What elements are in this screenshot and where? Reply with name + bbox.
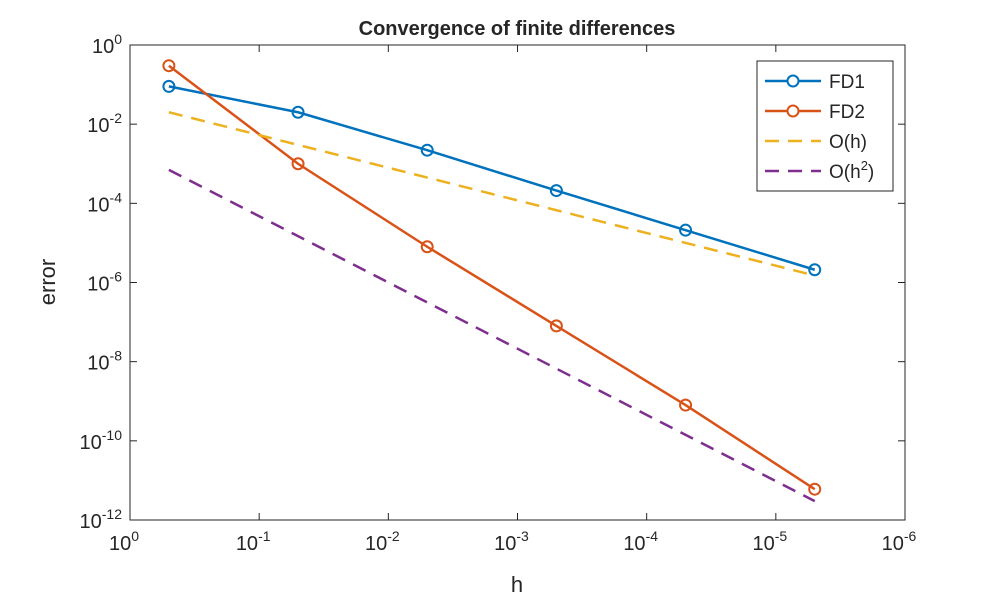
data-point — [679, 223, 693, 237]
x-tick-label-exp: -5 — [775, 528, 788, 544]
x-tick-label-base: 10 — [109, 533, 131, 555]
y-tick-label-exp: 0 — [114, 31, 122, 47]
series-3 — [168, 168, 816, 503]
x-tick-label-exp: -3 — [516, 528, 529, 544]
x-tick-label-exp: -1 — [258, 528, 271, 544]
series-1 — [162, 59, 822, 496]
x-tick-label: 100 — [109, 528, 139, 555]
legend-label-sup: 2 — [861, 158, 868, 173]
series-line — [168, 111, 816, 277]
legend-label-tail: ) — [868, 162, 874, 183]
legend-box — [756, 60, 894, 192]
series-line — [168, 64, 816, 491]
x-tick-label: 10-2 — [365, 528, 400, 555]
x-tick-label-exp: -6 — [904, 528, 917, 544]
y-tick-label-base: 10 — [87, 274, 109, 296]
x-tick-label-base: 10 — [236, 533, 258, 555]
legend-label: O(h) — [829, 132, 867, 153]
y-tick-label-exp: -6 — [110, 269, 123, 285]
data-point — [808, 263, 822, 277]
data-point — [679, 398, 693, 412]
data-point — [291, 105, 305, 119]
data-point — [420, 143, 434, 157]
legend-item: FD2 — [765, 102, 865, 123]
data-point — [291, 157, 305, 171]
x-tick-label-base: 10 — [365, 533, 387, 555]
x-tick-label: 10-1 — [236, 528, 271, 555]
legend-label-base: FD1 — [829, 72, 865, 93]
x-tick-label: 10-6 — [882, 528, 917, 555]
legend-item: O(h) — [765, 132, 867, 153]
data-point — [162, 59, 176, 73]
chart-title: Convergence of finite differences — [359, 18, 676, 40]
legend-item: FD1 — [765, 72, 865, 93]
y-tick-label-exp: -8 — [110, 348, 123, 364]
y-tick-label-base: 10 — [87, 353, 109, 375]
x-tick-label: 10-4 — [623, 528, 658, 555]
y-tick-label-base: 10 — [87, 115, 109, 137]
y-tick-label-exp: -2 — [110, 110, 123, 126]
y-tick-label-exp: -4 — [110, 189, 123, 205]
legend-label: FD1 — [829, 72, 865, 93]
y-tick-label-base: 10 — [80, 511, 102, 533]
y-tick-label: 10-6 — [87, 269, 122, 296]
series-layer — [162, 59, 822, 503]
legend-item: O(h2) — [765, 158, 874, 183]
x-tick-label: 10-3 — [494, 528, 529, 555]
legend-label-base: O(h) — [829, 132, 867, 153]
y-tick-label: 100 — [92, 31, 122, 58]
legend-marker — [786, 104, 800, 118]
x-tick-label-base: 10 — [882, 533, 904, 555]
x-tick-label-exp: -2 — [387, 528, 400, 544]
x-tick-label-base: 10 — [623, 533, 645, 555]
series-line — [168, 85, 816, 271]
data-point — [549, 184, 563, 198]
y-tick-label-base: 10 — [87, 194, 109, 216]
series-2 — [168, 111, 816, 277]
series-line — [168, 168, 816, 503]
y-tick-label: 10-2 — [87, 110, 122, 137]
data-point — [162, 79, 176, 93]
legend-label-base: O(h — [829, 162, 861, 183]
data-point — [420, 240, 434, 254]
data-point — [808, 482, 822, 496]
y-tick-label: 10-8 — [87, 348, 122, 375]
x-tick-label-exp: 0 — [131, 528, 139, 544]
y-tick-label-base: 10 — [92, 36, 114, 58]
y-tick-label: 10-4 — [87, 189, 122, 216]
x-tick-label-exp: -4 — [646, 528, 659, 544]
y-tick-label: 10-12 — [80, 506, 123, 533]
legend-label: FD2 — [829, 102, 865, 123]
x-tick-label-base: 10 — [752, 533, 774, 555]
data-point — [549, 319, 563, 333]
x-tick-label-base: 10 — [494, 533, 516, 555]
x-axis-label: h — [511, 572, 523, 597]
legend-marker — [786, 74, 800, 88]
y-tick-label-base: 10 — [80, 432, 102, 454]
axis-ticks: 100 10-1 10-2 10-3 10-4 10-5 10-610010-210-410… — [80, 31, 917, 555]
y-tick-label: 10-10 — [80, 427, 123, 454]
y-axis-label: error — [35, 259, 60, 305]
y-tick-label-exp: -12 — [102, 506, 122, 522]
series-0 — [162, 79, 822, 277]
legend-label: O(h2) — [829, 158, 874, 183]
y-tick-label-exp: -10 — [102, 427, 122, 443]
x-tick-label: 10-5 — [752, 528, 787, 555]
legend-label-base: FD2 — [829, 102, 865, 123]
